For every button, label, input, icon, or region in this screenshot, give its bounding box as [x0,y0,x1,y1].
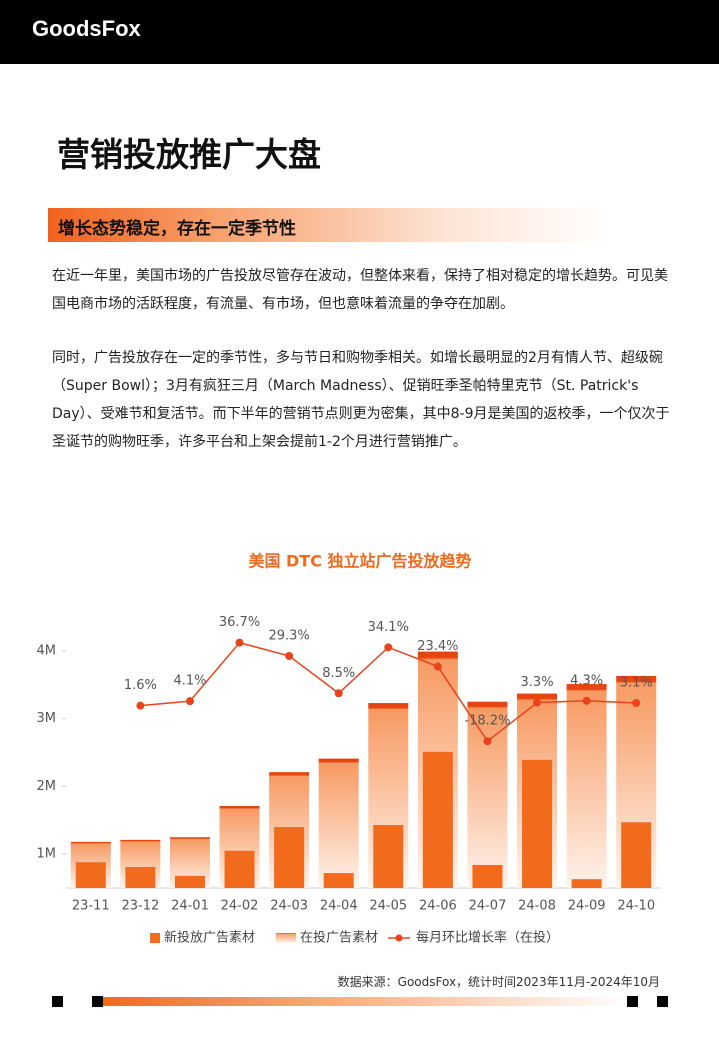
growth-point [334,689,343,698]
value-label: 29.3% [268,628,309,643]
new-bar [274,827,305,888]
growth-point [483,737,492,746]
value-label: 36.7% [219,615,260,630]
source-note: 数据来源：GoodsFox，统计时间2023年11月-2024年10月 [337,975,660,989]
legend-swatch [276,933,296,943]
value-label: 3.1% [620,675,653,690]
new-bar [373,824,404,888]
x-tick-label: 24-02 [221,899,259,914]
growth-point [433,662,442,671]
growth-point [136,701,145,710]
footer-bar [103,997,627,1006]
value-label: 1.6% [124,678,157,693]
y-tick-label: 4M [37,643,57,658]
new-bar [323,873,354,888]
y-tick-label: 3M [37,711,57,726]
new-bar [422,751,453,888]
page-title: 营销投放推广大盘 [57,135,321,174]
growth-point [185,697,194,706]
x-tick-label: 24-08 [518,899,556,914]
value-label: 34.1% [368,620,409,635]
x-tick-label: 24-09 [568,899,606,914]
footer-square [92,996,103,1007]
growth-point [285,651,294,660]
active-bar [566,684,607,888]
x-tick-label: 24-05 [369,899,407,914]
x-tick-label: 24-10 [617,899,655,914]
new-bar [174,875,205,888]
growth-point [582,696,591,705]
y-tick-label: 1M [37,847,57,862]
legend-label: 新投放广告素材 [164,930,255,946]
paragraph: 在近一年里，美国市场的广告投放尽管存在波动，但整体来看，保持了相对稳定的增长趋势… [52,268,668,312]
x-tick-label: 23-12 [121,899,159,914]
new-bar [571,879,602,888]
growth-point [632,698,641,707]
active-bar [318,758,359,888]
x-tick-label: 24-04 [320,899,358,914]
new-bar [75,862,106,888]
chart-title: 美国 DTC 独立站广告投放趋势 [248,552,471,571]
value-label: 4.3% [570,673,603,688]
growth-point [235,638,244,647]
new-bar [522,759,553,888]
legend-label: 在投广告素材 [300,930,378,946]
logo: GoodsFox [32,16,141,41]
footer-square [52,996,63,1007]
value-label: 3.3% [521,675,554,690]
legend-swatch [150,933,160,943]
legend-label: 每月环比增长率（在投） [416,930,559,946]
paragraph: 同时，广告投放存在一定的季节性，多与节日和购物季相关。如增长最明显的2月有情人节… [52,350,670,450]
value-label: -18.2% [464,714,510,729]
section-heading-bar: 增长态势稳定，存在一定季节性 [48,208,610,242]
value-label: 4.1% [173,674,206,689]
growth-point [533,698,542,707]
section-heading: 增长态势稳定，存在一定季节性 [58,219,296,239]
header-bar [0,0,719,64]
growth-point [384,643,393,652]
x-tick-label: 24-01 [171,899,209,914]
active-bar [467,701,508,888]
footer-square [627,996,638,1007]
y-tick-label: 2M [37,779,57,794]
legend-swatch [395,934,403,942]
x-tick-label: 24-03 [270,899,308,914]
new-bar [472,864,503,888]
footer-square [657,996,668,1007]
new-bar [224,850,255,888]
value-label: 23.4% [417,639,458,654]
new-bar [125,866,156,888]
value-label: 8.5% [322,666,355,681]
x-tick-label: 24-06 [419,899,457,914]
x-tick-label: 24-07 [469,899,507,914]
x-tick-label: 23-11 [72,899,110,914]
new-bar [621,822,652,888]
